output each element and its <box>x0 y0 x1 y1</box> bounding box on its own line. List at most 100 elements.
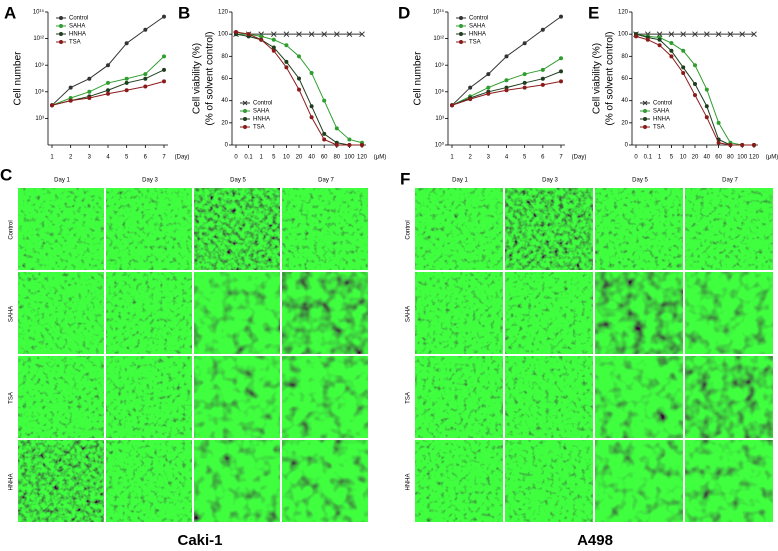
x-tick-label: 1 <box>260 155 264 161</box>
y-tick-label: 10⁶ <box>435 88 445 95</box>
y-tick-label: 60 <box>221 76 228 82</box>
x-axis-label: (Day) <box>175 155 190 161</box>
legend-marker <box>59 40 63 44</box>
row-label: Control <box>9 220 15 239</box>
panel-label: D <box>398 3 410 22</box>
x-tick-label: 3 <box>487 155 491 161</box>
column-header: Day 5 <box>632 178 648 184</box>
x-tick-label: 40 <box>308 155 315 161</box>
y-tick-label: 100 <box>218 32 229 38</box>
data-point <box>346 31 353 38</box>
data-point <box>87 95 92 100</box>
data-point <box>468 85 473 90</box>
data-point <box>681 70 686 75</box>
x-tick-label: 120 <box>749 155 760 161</box>
data-point <box>450 103 454 108</box>
data-point <box>540 27 545 32</box>
micrograph <box>415 440 503 522</box>
y-tick-label: 120 <box>218 10 229 16</box>
x-tick-label: 0.1 <box>644 155 653 161</box>
data-point <box>284 59 289 64</box>
data-point <box>271 37 276 42</box>
micrograph <box>415 356 503 438</box>
legend-label: Control <box>69 16 88 22</box>
y-axis-label: Cell viability (%) <box>592 43 603 114</box>
data-point <box>703 31 710 38</box>
row-label: HNHA <box>9 473 15 490</box>
y-tick-label: 10⁶ <box>35 88 45 95</box>
y-tick-label: 10¹² <box>33 36 44 42</box>
legend-label: TSA <box>469 40 481 46</box>
legend-marker <box>643 117 647 121</box>
legend-label: SAHA <box>469 24 485 30</box>
panel-label: F <box>400 169 410 188</box>
row-label: TSA <box>9 392 15 404</box>
x-tick-label: 0.1 <box>244 155 253 161</box>
data-point <box>693 93 697 98</box>
y-tick-label: 10¹⁵ <box>433 9 445 16</box>
micrograph <box>18 272 104 354</box>
micrograph <box>685 440 773 522</box>
x-tick-label: 60 <box>321 155 328 161</box>
micrograph <box>18 440 104 522</box>
micrograph <box>194 272 280 354</box>
data-point <box>271 45 276 50</box>
x-tick-label: 7 <box>559 155 563 161</box>
data-point <box>657 37 662 42</box>
micrograph <box>106 272 192 354</box>
x-tick-label: 100 <box>344 155 355 161</box>
panel-label: E <box>588 3 599 22</box>
data-point <box>668 31 675 38</box>
data-point <box>309 115 314 120</box>
data-point <box>246 32 251 37</box>
legend-marker <box>243 109 247 113</box>
data-point <box>162 67 166 72</box>
data-point <box>522 85 527 90</box>
legend-marker <box>243 125 247 129</box>
data-point <box>271 48 276 53</box>
micrograph <box>282 440 368 522</box>
data-point <box>143 84 148 89</box>
legend-marker <box>643 125 647 129</box>
x-axis-label: (Day) <box>572 155 587 161</box>
data-point <box>704 104 709 109</box>
x-tick-label: 5 <box>125 155 129 161</box>
y-tick-label: 80 <box>621 54 628 60</box>
micrograph <box>595 356 683 438</box>
data-point <box>283 31 290 38</box>
data-point <box>680 31 687 38</box>
panel-label: A <box>4 3 16 22</box>
micrograph <box>595 188 683 270</box>
y-axis-label: Cell viability (%) <box>192 43 203 114</box>
data-point <box>704 115 709 120</box>
legend-marker <box>459 40 463 44</box>
legend-label: HNHA <box>653 117 670 123</box>
x-tick-label: 60 <box>715 155 722 161</box>
data-point <box>468 97 473 102</box>
legend-marker <box>59 32 63 36</box>
micrograph <box>685 188 773 270</box>
data-point <box>559 14 563 19</box>
data-point <box>124 80 129 85</box>
row-label: HNHA <box>406 473 412 490</box>
data-point <box>486 85 491 90</box>
micrograph <box>505 440 593 522</box>
column-header: Day 1 <box>54 178 70 184</box>
data-point <box>715 31 722 38</box>
data-point <box>486 72 491 77</box>
data-point <box>68 98 73 103</box>
x-tick-label: 1 <box>50 155 54 161</box>
data-point <box>359 31 365 38</box>
data-point <box>333 31 340 38</box>
legend-marker <box>59 16 63 20</box>
column-header: Day 1 <box>452 178 468 184</box>
data-point <box>739 31 746 38</box>
data-point <box>751 31 757 38</box>
x-tick-label: 2 <box>468 155 472 161</box>
x-tick-label: 5 <box>523 155 527 161</box>
x-tick-label: 10 <box>680 155 687 161</box>
x-tick-label: 80 <box>333 155 340 161</box>
data-point <box>297 87 301 92</box>
data-point <box>162 54 166 59</box>
